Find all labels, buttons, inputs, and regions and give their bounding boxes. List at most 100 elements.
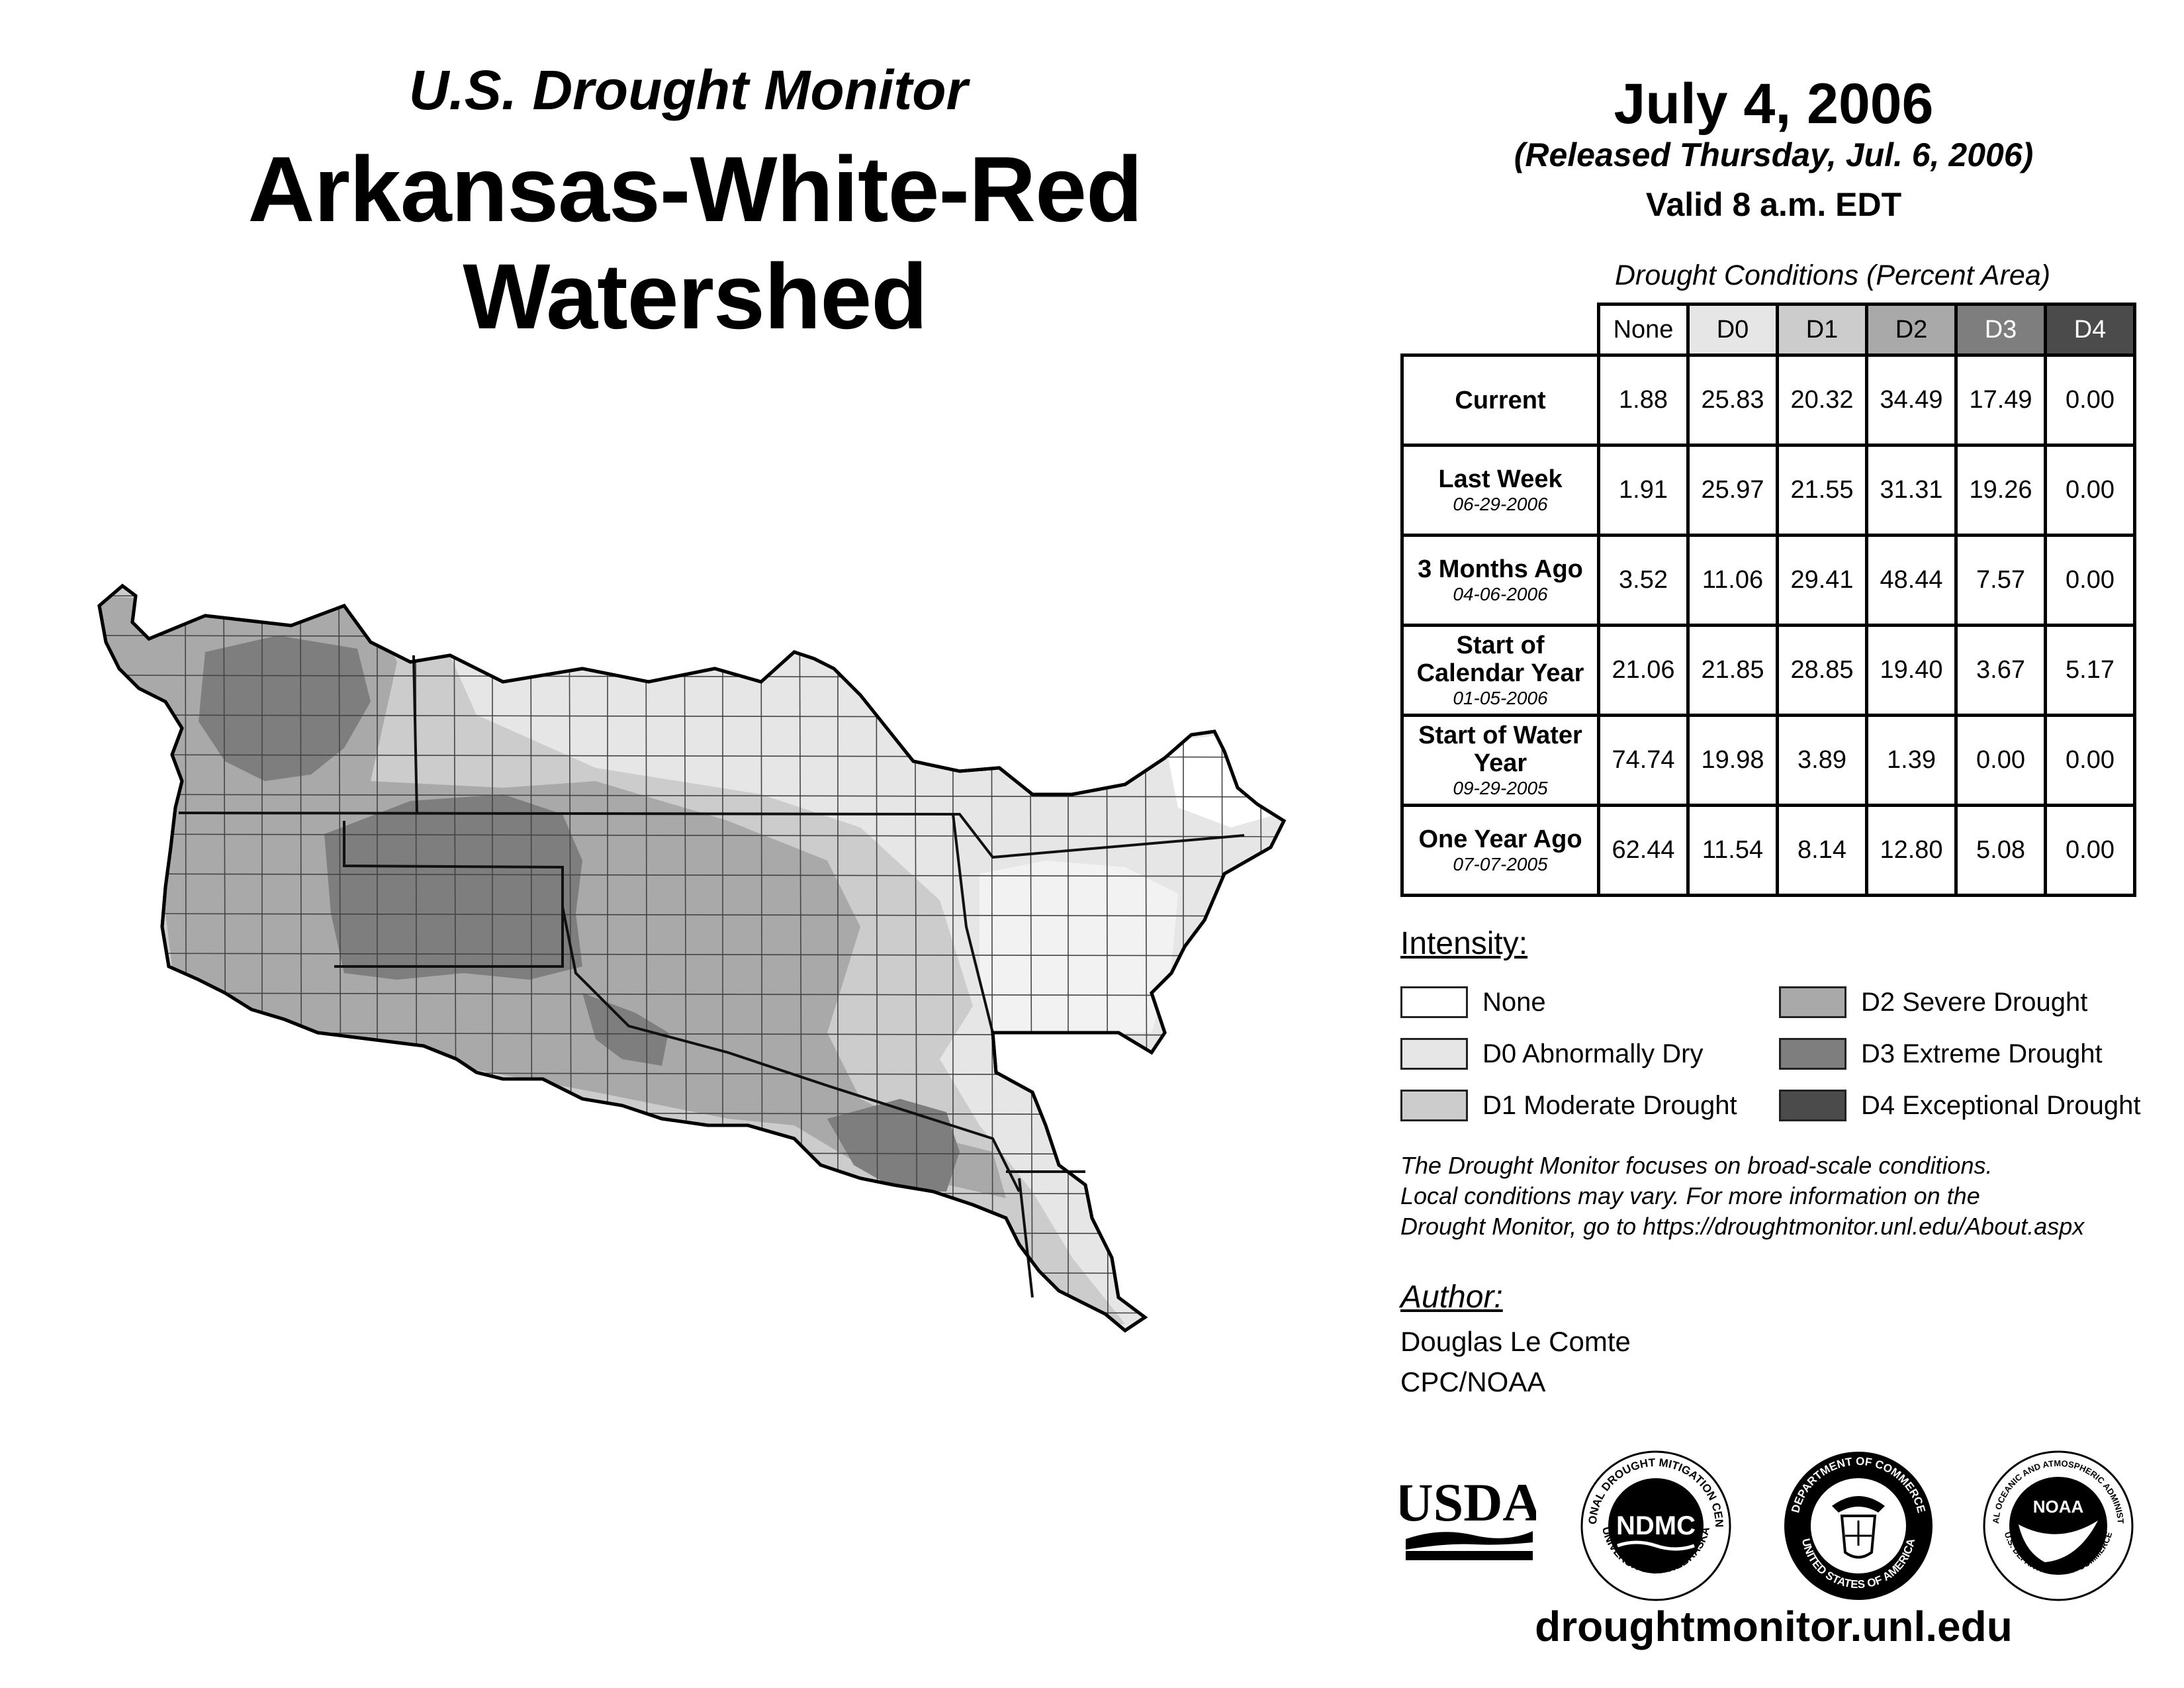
table-cell: 0.00	[2044, 444, 2136, 537]
eagle-icon	[1832, 1496, 1885, 1513]
county-line	[99, 1270, 1284, 1274]
state-line-ok-ar	[952, 814, 994, 1033]
basin-outline	[97, 583, 1287, 1333]
legend-title: Intensity:	[1400, 926, 1528, 961]
drought-shading	[99, 586, 1284, 1331]
ndmc-wave	[1617, 1540, 1695, 1551]
drought-map	[97, 583, 1287, 1333]
table-cell: 31.31	[1865, 444, 1958, 537]
row-label: Start of Water Year 09-29-2005	[1400, 714, 1600, 807]
d0-area-north	[463, 662, 927, 781]
table-row: 3 Months Ago 04-06-2006 3.52 11.06 29.41 48.4…	[1400, 534, 2136, 627]
col-header-d2: D2	[1865, 303, 1958, 357]
legend-label: None	[1482, 987, 1546, 1017]
state-line-red-river	[561, 906, 1021, 1192]
noaa-bird-icon	[2019, 1521, 2098, 1562]
commerce-logo: DEPARTMENT OF COMMERCE UNITED STATES OF …	[1784, 1452, 1933, 1600]
row-label: Start of Calendar Year 01-05-2006	[1400, 624, 1600, 717]
state-line-co-ks	[412, 655, 418, 815]
row-label-text: Start of Water Year	[1418, 721, 1582, 777]
table-cell: 19.40	[1865, 624, 1958, 717]
state-line-tx-panhandle	[334, 821, 564, 968]
table-cell: 74.74	[1597, 714, 1690, 807]
footer-url: droughtmonitor.unl.edu	[1535, 1603, 2013, 1650]
table-cell: 20.32	[1776, 353, 1868, 447]
noaa-text: NOAA	[2033, 1497, 2084, 1517]
county-line	[99, 992, 1284, 996]
table-cell: 21.85	[1686, 624, 1779, 717]
table-caption: Drought Conditions (Percent Area)	[1615, 259, 2051, 291]
author-heading: Author:	[1400, 1280, 1503, 1315]
row-label: Current	[1400, 353, 1600, 447]
table-cell: 62.44	[1597, 804, 1690, 897]
row-label-date: 07-07-2005	[1453, 853, 1548, 874]
legend-item-d2: D2 Severe Drought	[1779, 985, 2087, 1019]
row-label: Last Week 06-29-2006	[1400, 444, 1600, 537]
legend-swatch-d4	[1779, 1090, 1846, 1121]
legend-label: D1 Moderate Drought	[1482, 1090, 1737, 1120]
table-row: Start of Calendar Year 01-05-2006 21.06 21.…	[1400, 624, 2136, 717]
table-cell: 5.08	[1954, 804, 2047, 897]
table-cell: 1.91	[1597, 444, 1690, 537]
table-cell: 8.14	[1776, 804, 1868, 897]
col-header-d0: D0	[1686, 303, 1779, 357]
row-label-date: 04-06-2006	[1453, 583, 1548, 604]
note-line: The Drought Monitor focuses on broad-sca…	[1400, 1152, 1993, 1179]
table-cell: 21.55	[1776, 444, 1868, 537]
usda-logo-text: USDA	[1400, 1472, 1536, 1532]
valid-time: Valid 8 a.m. EDT	[1645, 186, 1902, 223]
table-cell: 25.97	[1686, 444, 1779, 537]
table-cell: 12.80	[1865, 804, 1958, 897]
table-row: Current 1.88 25.83 20.32 34.49 17.49 0.00	[1400, 353, 2136, 447]
col-header-d3: D3	[1954, 303, 2047, 357]
legend-item-d1: D1 Moderate Drought	[1400, 1088, 1737, 1123]
table-cell: 19.98	[1686, 714, 1779, 807]
county-line	[876, 586, 878, 1331]
legend-label: D3 Extreme Drought	[1861, 1039, 2103, 1068]
state-line-north	[178, 812, 1245, 859]
legend-label: D4 Exceptional Drought	[1861, 1090, 2141, 1120]
author-org: CPC/NOAA	[1400, 1366, 1546, 1397]
drought-stats-table: None D0 D1 D2 D3 D4 Current 1.88 25.83 20.3…	[1400, 303, 2136, 897]
note-line: Local conditions may vary. For more info…	[1400, 1182, 1980, 1209]
table-cell: 0.00	[2044, 714, 2136, 807]
ship-icon	[1845, 1521, 1872, 1546]
col-header-d4: D4	[2044, 303, 2136, 357]
row-label-text: Current	[1455, 386, 1546, 414]
table-row: Last Week 06-29-2006 1.91 25.97 21.55 31.31 19…	[1400, 444, 2136, 537]
county-line	[1221, 586, 1224, 1331]
row-label-text: Start of Calendar Year	[1416, 631, 1584, 687]
legend-label: D0 Abnormally Dry	[1482, 1039, 1704, 1068]
legend-swatch-d1	[1400, 1090, 1468, 1121]
county-line	[99, 1231, 1284, 1235]
usda-bar	[1406, 1551, 1533, 1560]
table-cell: 0.00	[1954, 714, 2047, 807]
table-cell: 5.17	[2044, 624, 2136, 717]
table-row: One Year Ago 07-07-2005 62.44 11.54 8.14 12.8…	[1400, 804, 2136, 897]
legend-swatch-d3	[1779, 1038, 1846, 1070]
table-cell: 0.00	[2044, 804, 2136, 897]
note-line: Drought Monitor, go to https://droughtmo…	[1400, 1213, 2085, 1240]
table-cell: 28.85	[1776, 624, 1868, 717]
county-line	[99, 1191, 1284, 1195]
table-cell: 11.06	[1686, 534, 1779, 627]
d3-area-colorado	[199, 635, 371, 781]
map-title: Arkansas-White-Red Watershed	[248, 137, 1142, 348]
row-label: 3 Months Ago 04-06-2006	[1400, 534, 1600, 627]
row-label-date: 06-29-2006	[1453, 493, 1548, 514]
state-boundaries	[178, 655, 1245, 1298]
none-area-arkansas	[979, 861, 1178, 1033]
legend-swatch-none	[1400, 986, 1468, 1018]
legend-label: D2 Severe Drought	[1861, 987, 2088, 1017]
table-cell: 0.00	[2044, 534, 2136, 627]
ndmc-text: NDMC	[1616, 1511, 1696, 1540]
d3-area-panhandle	[324, 794, 582, 980]
none-area-missouri	[1165, 735, 1277, 827]
table-body: Current 1.88 25.83 20.32 34.49 17.49 0.00 Last …	[1400, 353, 2136, 897]
county-line	[1106, 586, 1109, 1331]
col-header-none: None	[1597, 303, 1690, 357]
d2-area-nm	[212, 947, 278, 1006]
legend-swatch-d2	[1779, 986, 1846, 1018]
shield-icon	[1840, 1515, 1877, 1559]
legend-item-none: None	[1400, 985, 1546, 1019]
